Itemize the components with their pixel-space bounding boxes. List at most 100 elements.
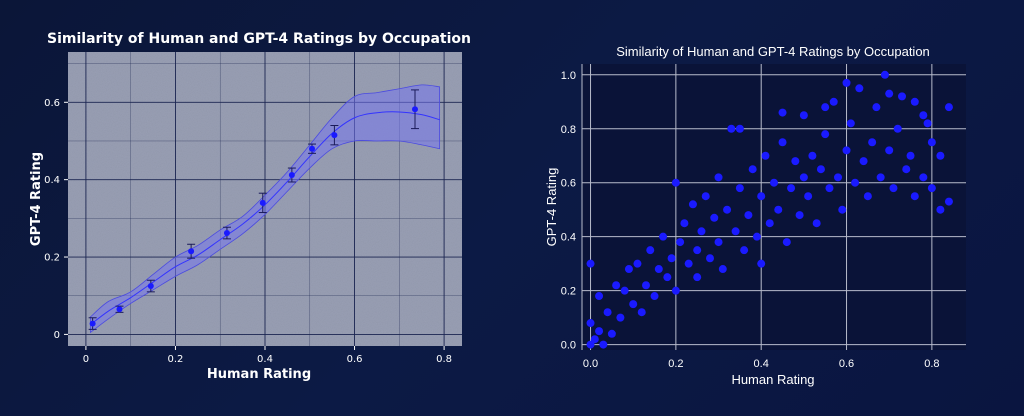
right-data-point — [944, 197, 953, 206]
left-x-tick-label: 0.8 — [436, 354, 452, 365]
right-data-point — [680, 219, 689, 228]
right-data-point — [795, 211, 804, 220]
right-data-point — [825, 184, 834, 193]
right-data-point — [731, 227, 740, 236]
right-data-point — [808, 151, 817, 160]
right-data-point — [910, 97, 919, 106]
right-x-axis-label: Human Rating — [731, 372, 814, 387]
right-data-point — [723, 205, 732, 214]
right-x-tick-label: 0.2 — [668, 358, 683, 370]
right-data-point — [855, 84, 864, 93]
right-data-point — [586, 319, 595, 328]
right-data-point — [620, 286, 629, 295]
right-data-point — [607, 329, 616, 338]
right-data-point — [842, 146, 851, 155]
right-y-tick-label: 1.0 — [561, 70, 576, 82]
right-data-point — [868, 138, 877, 147]
right-data-point — [885, 89, 894, 98]
right-chart: Similarity of Human and GPT-4 Ratings by… — [544, 44, 966, 387]
right-data-point — [595, 327, 604, 336]
right-data-point — [624, 265, 633, 274]
right-data-point — [927, 184, 936, 193]
left-x-axis-label: Human Rating — [207, 367, 311, 382]
left-x-tick-label: 0.2 — [168, 354, 184, 365]
right-data-point — [714, 238, 723, 247]
right-y-tick-label: 0.2 — [561, 286, 576, 298]
right-data-point — [663, 273, 672, 282]
right-x-tick-label: 0.6 — [839, 358, 854, 370]
right-data-point — [778, 138, 787, 147]
right-data-point — [851, 178, 860, 187]
left-data-point — [331, 132, 338, 139]
right-data-point — [586, 340, 595, 349]
right-data-point — [761, 151, 770, 160]
left-y-tick-label: 0.2 — [44, 253, 60, 264]
right-data-point — [872, 103, 881, 112]
right-data-point — [778, 108, 787, 117]
right-data-point — [910, 192, 919, 201]
right-data-point — [714, 173, 723, 182]
left-x-tick-label: 0.6 — [347, 354, 363, 365]
right-points — [586, 70, 953, 349]
left-x-tick-label: 0 — [83, 354, 89, 365]
right-data-point — [676, 238, 685, 247]
right-data-point — [885, 146, 894, 155]
right-data-point — [659, 232, 668, 241]
right-data-point — [757, 259, 766, 268]
left-x-tick-label: 0.4 — [257, 354, 273, 365]
left-data-point — [188, 248, 195, 255]
right-data-point — [821, 103, 830, 112]
right-data-point — [671, 178, 680, 187]
right-data-point — [821, 130, 830, 139]
right-x-tick-label: 0.0 — [583, 358, 598, 370]
right-data-point — [770, 178, 778, 187]
right-data-point — [804, 192, 813, 201]
right-data-point — [765, 219, 774, 228]
right-x-tick-label: 0.8 — [924, 358, 939, 370]
right-y-tick-label: 0.4 — [561, 232, 576, 244]
right-data-point — [586, 259, 595, 268]
left-data-point — [116, 306, 123, 313]
right-data-point — [688, 200, 697, 209]
left-data-point — [147, 283, 154, 290]
right-data-point — [710, 213, 719, 222]
left-x-ticks: 0 0.2 0.4 0.6 0.8 — [83, 346, 452, 365]
right-data-point — [599, 340, 608, 349]
left-data-point — [288, 172, 295, 179]
right-data-point — [667, 254, 676, 263]
right-data-point — [919, 173, 928, 182]
left-data-point — [223, 230, 230, 237]
right-data-point — [906, 151, 915, 160]
right-data-point — [718, 265, 727, 274]
right-data-point — [842, 78, 851, 87]
right-data-point — [834, 173, 842, 182]
right-x-tick-label: 0.4 — [754, 358, 769, 370]
right-data-point — [791, 157, 800, 166]
right-data-point — [812, 219, 821, 228]
right-data-point — [893, 124, 902, 133]
left-data-point — [309, 145, 316, 152]
right-data-point — [748, 165, 757, 174]
right-data-point — [787, 184, 796, 193]
right-data-point — [590, 335, 599, 344]
left-chart-title: Similarity of Human and GPT-4 Ratings by… — [47, 31, 471, 47]
right-data-point — [919, 111, 928, 120]
right-data-point — [701, 192, 710, 201]
right-data-point — [799, 173, 808, 182]
right-chart-title: Similarity of Human and GPT-4 Ratings by… — [616, 44, 930, 59]
right-plot-background — [582, 64, 966, 350]
left-data-point — [89, 320, 96, 327]
right-data-point — [859, 157, 868, 166]
left-points — [89, 106, 418, 327]
right-data-point — [642, 281, 650, 290]
left-y-tick-label: 0.6 — [44, 98, 60, 109]
right-y-tick-label: 0.0 — [561, 340, 576, 352]
right-data-point — [880, 70, 889, 79]
right-data-point — [898, 92, 906, 101]
right-y-tick-label: 0.6 — [561, 178, 576, 190]
right-data-point — [782, 238, 791, 247]
left-y-tick-label: 0.4 — [44, 175, 60, 186]
left-y-ticks: 0 0.2 0.4 0.6 — [44, 98, 68, 341]
right-y-ticks: 0.0 0.2 0.4 0.6 0.8 1.0 — [561, 70, 576, 352]
